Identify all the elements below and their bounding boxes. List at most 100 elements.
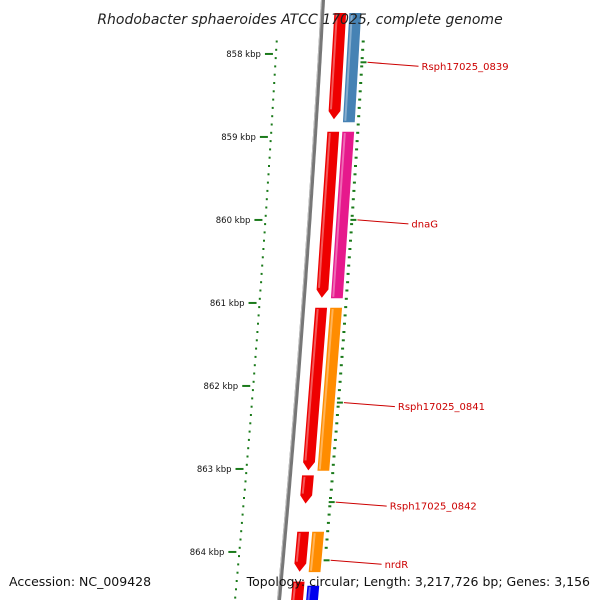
ruler-dot [266,189,269,192]
ruler-dot [268,156,271,159]
ruler-dot [249,414,252,416]
backbone-line [276,0,326,600]
ruler-dot [268,165,270,167]
genome-backbone [276,0,326,600]
ruler-dot [269,148,272,151]
ruler-dot [260,272,263,275]
ruler-dot [257,314,260,317]
ruler-dot [348,248,352,250]
ruler-dot [352,189,356,192]
ruler-tick-label: 861 kbp [210,299,245,309]
cds-feature-2 [315,130,341,300]
ruler-dot [347,264,351,267]
ruler-dot [248,430,251,433]
ruler-dot [334,430,338,433]
ruler-dot [361,40,365,43]
ruler-dot [269,140,272,143]
ruler-dot [359,73,363,76]
ruler-dot [272,90,275,93]
ruler-dot [251,397,254,400]
ruler-dot [243,497,245,499]
ruler-dot [259,289,262,292]
ruler-dot [247,447,250,450]
ruler-dot [250,405,253,408]
ruler-dot [240,521,243,524]
ruler-dot [356,131,360,134]
ruler-dot [260,281,263,284]
ruler-minor-ticks [234,40,365,599]
ruler-dot [253,364,256,367]
gene-leader-line [367,61,419,67]
ruler-dot [330,480,334,483]
ruler-dot [255,347,258,350]
feature-highlight [330,14,338,110]
ruler-dot [258,297,261,300]
ruler-dot [324,546,328,549]
ruler-dot [241,513,244,516]
ruler-dot [238,555,240,558]
ruler-dot [258,306,261,309]
ruler-dot [252,380,255,383]
ruler-dot [351,198,355,201]
ruler-dot [344,306,348,309]
ruler-dot [351,206,355,209]
ruler-dot [271,106,274,109]
gene-leader-line [343,402,395,408]
ruler-dot [340,355,344,358]
ruler-dot [242,505,245,508]
ruler-dot [333,438,337,441]
ruler-dot [264,223,267,226]
ruler-dot [246,455,249,458]
ruler-dot [356,123,360,126]
cds-feature-7 [293,530,311,574]
ruler-dot [235,588,237,591]
ruler-dot [262,248,265,250]
ruler-dot [329,488,333,491]
ruler-dot [261,256,264,259]
ruler-dot [270,131,273,134]
ruler-dot [247,438,250,441]
feature-highlight [307,586,311,600]
feature-highlight [310,533,316,571]
ruler-dot [331,463,335,466]
ruler-dot [346,272,350,275]
ruler-dot [354,165,357,167]
ruler-dot [275,48,278,51]
ruler-tick-label: 860 kbp [216,216,251,226]
gene-label-4: nrdR [385,560,409,571]
ruler-dot [264,214,267,217]
ruler-dot [339,364,343,367]
ruler-dot [335,422,339,425]
ruler-dot [274,57,277,60]
ruler-dot [234,596,237,599]
ruler-dot [347,256,351,259]
ruler-dot [253,372,256,375]
feature-highlight [318,133,331,288]
ruler-dot [325,538,329,541]
ruler-dot [361,48,365,51]
map-title: Rhodobacter sphaeroides ATCC 17025, comp… [97,12,502,28]
ruler-dot [267,173,270,176]
ruler-dot [342,331,346,333]
ruler-dot [245,472,248,475]
ruler-dot [263,231,266,234]
gene-labels: Rsph17025_0839 dnaG Rsph17025_0841 Rsph1702… [323,61,509,571]
ruler-dot [346,281,350,284]
ruler-dot [333,447,337,450]
ruler-dot [360,65,364,68]
gene-label-0: Rsph17025_0839 [422,62,509,73]
ruler-dot [235,580,238,582]
ruler-dot [245,463,248,466]
ruler-dot [274,65,277,68]
feature-highlight [318,309,334,470]
ruler-dot [336,405,340,408]
ruler-dot [360,57,364,60]
ruler-tick-label: 863 kbp [197,465,232,475]
gene-label-3: Rsph17025_0842 [390,502,477,513]
gene-label-2: Rsph17025_0841 [398,402,485,413]
ruler-dot [354,156,358,159]
cds-feature-4 [301,306,329,473]
ruler-dot [331,472,335,475]
ruler-dot [353,173,357,176]
